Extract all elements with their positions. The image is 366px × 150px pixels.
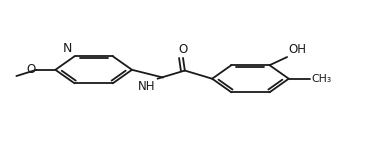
Text: CH₃: CH₃ xyxy=(311,74,331,84)
Text: O: O xyxy=(26,63,36,76)
Text: N: N xyxy=(63,42,72,55)
Text: OH: OH xyxy=(288,43,307,56)
Text: O: O xyxy=(178,43,188,56)
Text: NH: NH xyxy=(138,80,156,93)
